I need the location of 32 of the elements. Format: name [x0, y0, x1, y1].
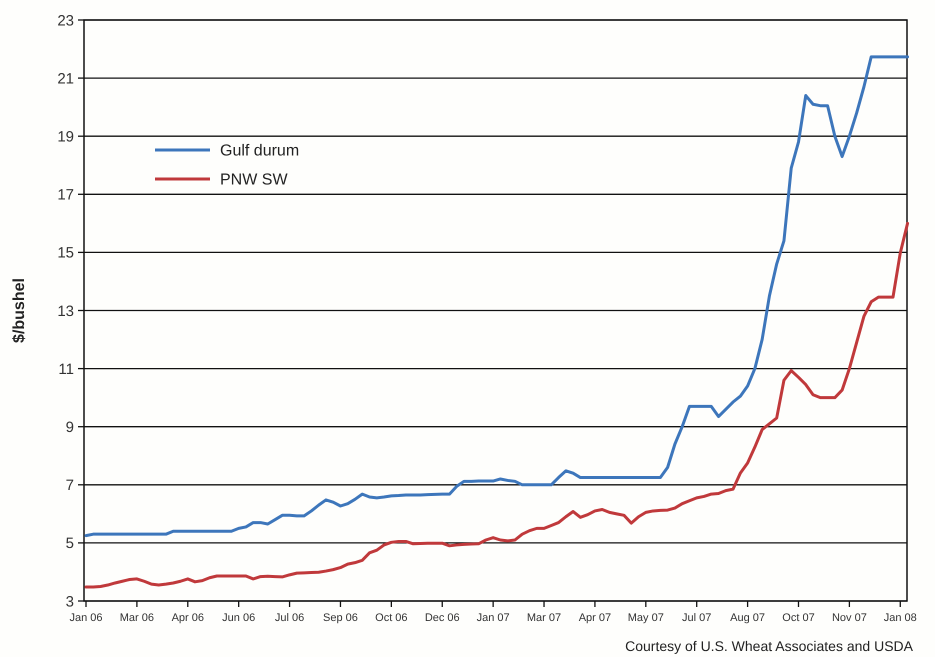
x-tick-label: Dec 06	[424, 612, 460, 624]
y-tick-label: 11	[58, 360, 74, 378]
y-tick-label: 3	[66, 593, 74, 610]
x-tick-label: Jun 06	[222, 612, 256, 624]
y-tick-label: 9	[66, 418, 74, 436]
x-tick-label: Mar 07	[526, 612, 562, 624]
x-tick-label: Jan 08	[884, 612, 917, 624]
y-tick-label: 5	[66, 535, 74, 552]
x-tick-label: Mar 06	[120, 612, 154, 624]
x-tick-label: Jan 07	[476, 612, 510, 624]
y-tick-label: 7	[66, 477, 74, 494]
x-tick-label: Sep 06	[323, 612, 358, 624]
x-tick-label: Oct 07	[782, 612, 815, 624]
x-tick-label: May 07	[628, 612, 664, 624]
legend-label: Gulf durum	[220, 142, 300, 160]
x-tick-label: Jul 06	[274, 612, 304, 624]
x-tick-label: Oct 06	[375, 612, 408, 624]
x-tick-label: Aug 07	[730, 612, 766, 624]
y-tick-label: 17	[57, 186, 74, 204]
x-tick-label: Jan 06	[69, 612, 103, 624]
y-tick-label: 21	[57, 70, 74, 88]
x-tick-label: Nov 07	[832, 612, 867, 624]
text: Courtesy of U.S. Wheat Associates and USDA	[625, 638, 914, 654]
legend-label: PNW SW	[220, 172, 288, 189]
y-tick-label: 19	[57, 128, 74, 146]
y-tick-label: 13	[57, 302, 74, 320]
x-tick-label: Jul 07	[682, 612, 712, 624]
x-tick-label: Apr 07	[578, 612, 612, 624]
y-axis-title: $/bushel	[11, 278, 28, 343]
y-tick-label: 15	[57, 244, 74, 262]
x-tick-label: Apr 06	[172, 612, 204, 624]
y-tick-label: 23	[57, 12, 74, 30]
